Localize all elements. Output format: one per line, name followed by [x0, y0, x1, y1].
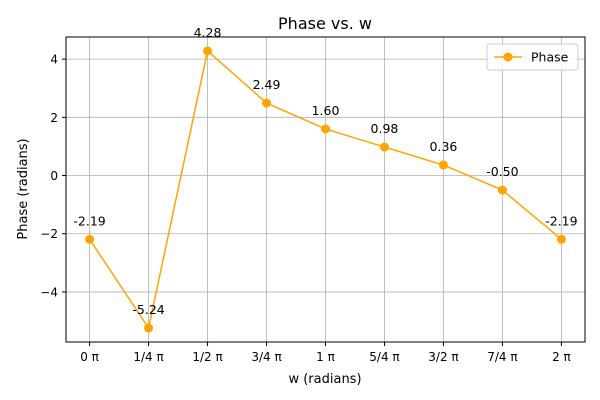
x-tick-label: 2 π: [552, 350, 571, 364]
legend-point-marker: [503, 52, 513, 62]
data-point: [497, 185, 507, 195]
x-axis: 0 π 1/4 π 1/2 π 3/4 π 1 π 5/4 π 3/2 π 7/4 π 2 π: [80, 342, 571, 364]
series-layer: [85, 46, 566, 333]
data-point: [144, 323, 154, 333]
chart-title: Phase vs. w: [278, 14, 372, 33]
data-label: -0.50: [486, 164, 518, 179]
data-label: 0.98: [371, 121, 399, 136]
data-label: 2.49: [253, 77, 281, 92]
data-point: [203, 46, 213, 56]
data-point: [438, 160, 448, 170]
y-axis-label: Phase (radians): [16, 138, 31, 239]
x-tick-label: 3/4 π: [251, 350, 281, 364]
data-point: [321, 124, 330, 134]
y-tick-label: −2: [40, 227, 58, 241]
y-tick-label: 2: [50, 111, 58, 125]
data-point: [379, 142, 389, 152]
data-label: 1.60: [312, 103, 340, 118]
legend: Phase: [486, 43, 579, 71]
y-axis: −4 −2 0 2 4: [40, 53, 66, 299]
grid: [66, 37, 585, 342]
x-tick-label: 1/2 π: [192, 350, 222, 364]
x-tick-label: 0 π: [80, 350, 99, 364]
x-tick-label: 3/2 π: [428, 350, 458, 364]
data-label: 4.28: [194, 25, 222, 40]
data-labels: -2.19 -5.24 4.28 2.49 1.60 0.98 0.36 -0.50 -2.19: [73, 25, 577, 317]
data-point: [556, 234, 566, 244]
data-label: -2.19: [545, 213, 577, 228]
y-tick-label: −4: [40, 285, 58, 299]
legend-label: Phase: [531, 50, 569, 65]
x-tick-label: 7/4 π: [487, 350, 517, 364]
y-tick-label: 0: [50, 169, 58, 183]
x-tick-label: 1 π: [316, 350, 335, 364]
data-label: -2.19: [73, 213, 105, 228]
x-axis-label: w (radians): [288, 372, 361, 387]
data-point: [85, 234, 95, 244]
data-point: [262, 98, 272, 108]
data-label: 0.36: [430, 139, 458, 154]
data-label: -5.24: [132, 302, 164, 317]
x-tick-label: 1/4 π: [133, 350, 163, 364]
x-tick-label: 5/4 π: [369, 350, 399, 364]
legend-box: [486, 43, 579, 71]
y-tick-label: 4: [50, 53, 58, 67]
